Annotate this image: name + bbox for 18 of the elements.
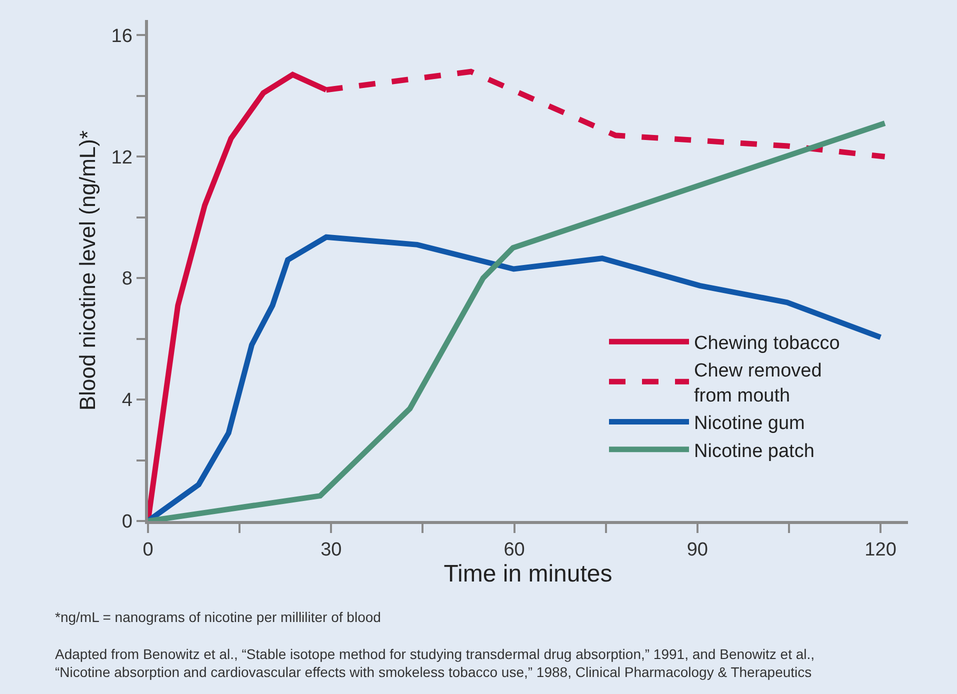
y-tick-label: 16	[111, 26, 132, 47]
y-axis-title: Blood nicotine level (ng/mL)*	[75, 130, 100, 411]
x-tick-label: 120	[864, 540, 896, 561]
y-tick-label: 0	[122, 512, 132, 533]
x-tick-label: 0	[142, 540, 154, 561]
y-tick-label: 4	[122, 390, 133, 412]
x-tick-label: 60	[504, 540, 525, 561]
x-axis-title: Time in minutes	[444, 560, 612, 588]
legend-label: Nicotine gum	[694, 413, 805, 434]
legend-label: Chew removed from mouth	[694, 360, 822, 406]
legend-label: Nicotine patch	[694, 440, 814, 462]
legend-label: Chewing tobacco	[694, 333, 840, 354]
text: *ng/mL = nanograms of nicotine per milliliter of blood	[55, 609, 381, 625]
y-tick-label: 8	[122, 268, 132, 290]
text: Adapted from Benowitz et al., “Stable isotope method for studying transdermal drug absorption,” 1991, and Benowitz et al., “Nicotine absorption and cardiovascular effects with smokeless tobacco use,” 1988, Clinical Pharmacology & Therapeutics	[55, 646, 815, 680]
x-tick-label: 90	[686, 540, 708, 561]
x-tick-label: 30	[320, 540, 342, 561]
y-tick-label: 12	[111, 147, 132, 168]
